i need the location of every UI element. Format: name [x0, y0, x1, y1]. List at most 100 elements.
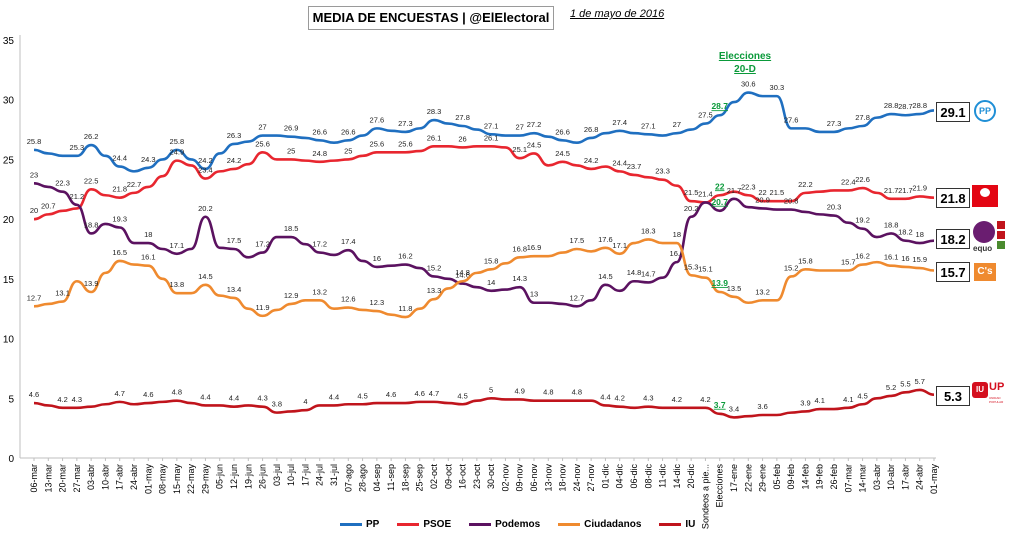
data-label: 16.1: [884, 253, 899, 262]
data-label: 26.2: [84, 132, 99, 141]
data-label: 28.3: [427, 107, 442, 116]
data-label: 4.4: [600, 392, 610, 401]
data-label: 20.7: [41, 201, 56, 210]
up-logo-caption: UNIDAD POPULAR: [989, 396, 1004, 404]
series-line-psoe: [33, 144, 935, 221]
data-label: 4.8: [572, 388, 582, 397]
data-label: 13.2: [755, 287, 770, 296]
data-label: 24.4: [112, 154, 127, 163]
data-label: 26.6: [312, 127, 327, 136]
data-label: 4.4: [329, 392, 339, 401]
data-label: 4.5: [457, 391, 467, 400]
data-label: 18.3: [641, 226, 656, 235]
x-tick-label: 22-may: [186, 464, 196, 495]
data-label: 24.5: [527, 140, 542, 149]
series-line-ciudadanos: [33, 238, 935, 319]
data-label: 17.6: [598, 235, 613, 244]
x-tick-label: Elecciones: [715, 464, 725, 508]
legend-swatch: [340, 523, 362, 526]
data-label: 21.7: [727, 186, 742, 195]
x-tick-label: 11-dic: [658, 464, 668, 488]
x-tick-label: 01-dic: [600, 464, 610, 489]
data-label: 27.8: [455, 113, 470, 122]
data-label: 16.2: [855, 252, 870, 261]
data-label: 28.8: [912, 101, 927, 110]
data-label: 16: [373, 254, 381, 263]
x-tick-label: 03-abr: [86, 464, 96, 490]
x-tick-label: 30-oct: [486, 464, 496, 490]
legend-label: Ciudadanos: [584, 519, 642, 530]
x-tick-label: 06-nov: [529, 464, 539, 492]
y-tick-label: 30: [3, 96, 15, 107]
data-label: 25.6: [398, 139, 413, 148]
x-tick-label: 23-oct: [472, 464, 482, 490]
data-label: 14.3: [512, 274, 527, 283]
data-label: 22.7: [127, 180, 142, 189]
x-tick-label: 17-jul: [300, 464, 310, 486]
x-tick-label: 04-dic: [615, 464, 625, 489]
data-label: 16.5: [112, 248, 127, 257]
data-label: 27: [258, 123, 266, 132]
x-tick-label: 05-jun: [215, 464, 225, 489]
x-tick-label: 17-ene: [729, 464, 739, 492]
x-tick-label: 28-ago: [358, 464, 368, 492]
data-label: 22.3: [741, 182, 756, 191]
x-tick-label: 27-mar: [72, 464, 82, 493]
up-logo-icon: UP: [989, 381, 1005, 393]
x-tick-label: 09-nov: [515, 464, 525, 492]
x-tick-label: Sondeos a pie...: [700, 464, 710, 529]
data-label: 20: [30, 206, 38, 215]
data-label: 22.5: [84, 176, 99, 185]
data-label: 26.6: [341, 127, 356, 136]
x-tick-label: 14-mar: [858, 464, 868, 493]
x-tick-label: 27-nov: [586, 464, 596, 492]
x-tick-label: 10-abr: [886, 464, 896, 490]
data-label: 15.8: [484, 256, 499, 265]
iu-logo-icon: IU: [972, 382, 988, 398]
data-label: 15.9: [912, 255, 927, 264]
data-label: 23.7: [627, 162, 642, 171]
x-tick-label: 31-jul: [329, 464, 339, 486]
x-tick-label: 24-abr: [915, 464, 925, 490]
legend-item-pp: PP: [340, 519, 379, 530]
data-label: 4.3: [643, 394, 653, 403]
data-label: 30.6: [741, 80, 756, 89]
data-label: 20.2: [198, 204, 213, 213]
data-label: 4.1: [843, 395, 853, 404]
data-label: 14: [487, 278, 495, 287]
x-tick-label: 03-jul: [272, 464, 282, 486]
data-label: 27: [516, 123, 524, 132]
data-label: 23.4: [198, 166, 213, 175]
data-label: 23.3: [655, 167, 670, 176]
data-label: 12.7: [570, 293, 585, 302]
x-tick-label: 16-oct: [458, 464, 468, 490]
x-tick-label: 06-dic: [629, 464, 639, 489]
data-label: 13.5: [727, 284, 742, 293]
data-label: 4.8: [543, 388, 553, 397]
data-label: 16.9: [527, 243, 542, 252]
data-label: 22.4: [841, 177, 856, 186]
data-label: 21.9: [912, 183, 927, 192]
data-label: 22.6: [855, 175, 870, 184]
data-label: 12.7: [27, 293, 42, 302]
x-tick-label: 10-jul: [286, 464, 296, 486]
data-label: 14.7: [641, 269, 656, 278]
x-tick-label: 08-may: [158, 464, 168, 495]
data-label: 27.3: [398, 119, 413, 128]
x-tick-label: 01-may: [929, 464, 939, 495]
x-tick-label: 15-may: [172, 464, 182, 495]
data-label: 16.2: [398, 252, 413, 261]
data-label: 27.4: [612, 118, 627, 127]
data-label: 14.6: [455, 271, 470, 280]
data-label: 21.2: [70, 192, 85, 201]
data-label: 30.3: [770, 83, 785, 92]
data-label: 27.1: [484, 121, 499, 130]
data-label: 26.8: [584, 125, 599, 134]
chart-legend: PP PSOE Podemos Ciudadanos IU: [340, 519, 695, 530]
x-tick-label: 19-feb: [815, 464, 825, 490]
data-label: 4.5: [857, 391, 867, 400]
x-tick-label: 22-ene: [743, 464, 753, 492]
data-label: 26: [458, 134, 466, 143]
data-label: 20.2: [684, 204, 699, 213]
data-label: 17.5: [570, 236, 585, 245]
